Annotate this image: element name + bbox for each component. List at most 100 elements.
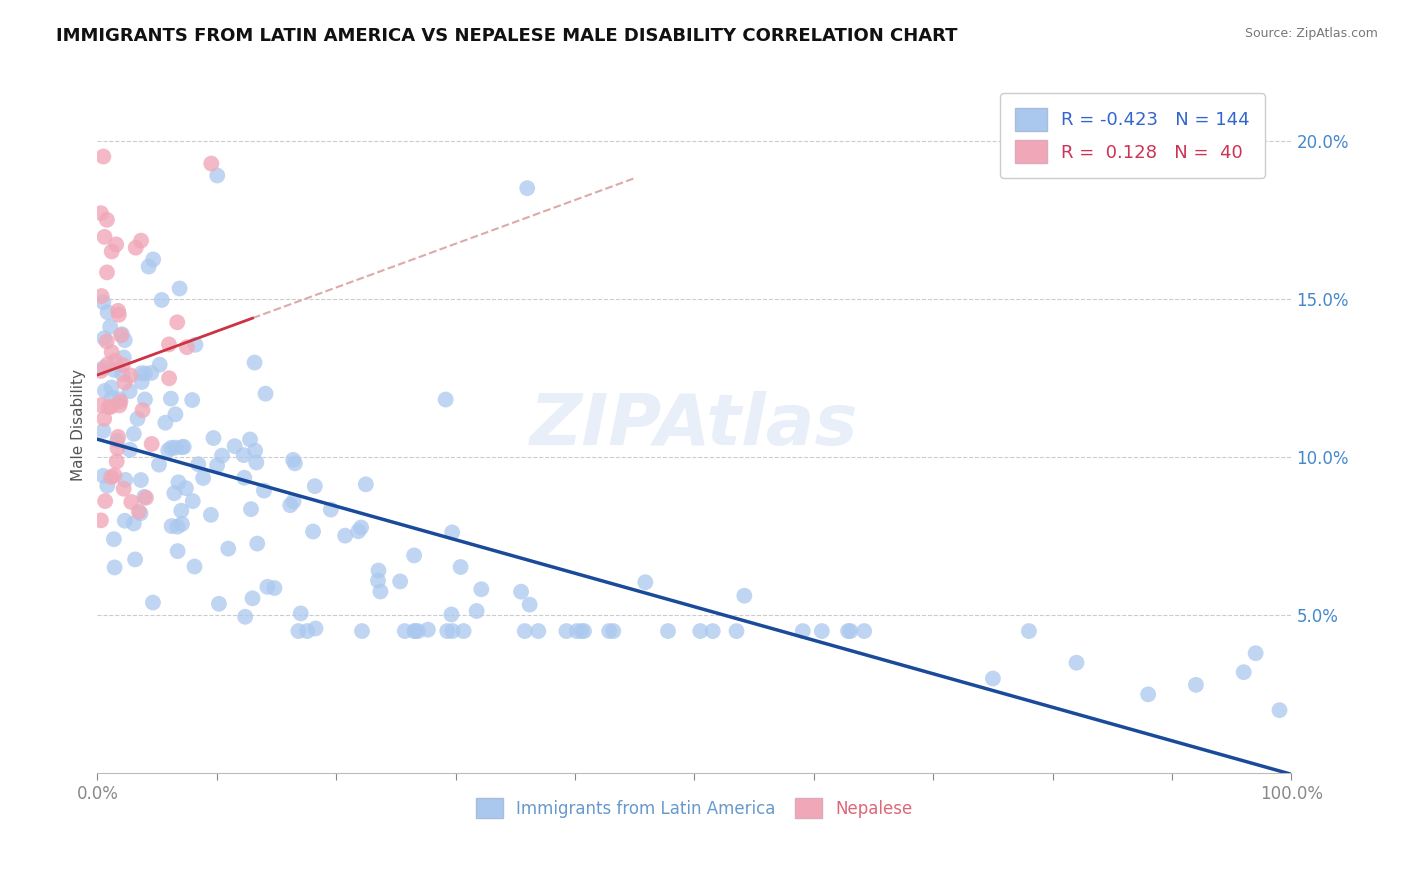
Point [207,169,229,183]
Point [101,391,124,405]
Point [239,433,262,447]
Point [404,624,426,638]
Point [166,544,188,558]
Point [124,552,146,566]
Point [253,483,276,498]
Point [114,333,136,347]
Point [571,624,593,638]
Point [90,206,112,220]
Point [129,507,152,521]
Point [510,584,533,599]
Point [91,295,114,310]
Point [243,443,266,458]
Point [319,502,342,516]
Point [148,458,170,472]
Y-axis label: Male Disability: Male Disability [72,369,86,482]
Point [254,386,277,401]
Point [120,368,142,383]
Point [107,303,129,318]
Point [516,181,538,195]
Point [127,411,149,425]
Point [134,392,156,407]
Point [142,252,165,267]
Point [565,624,588,638]
Point [105,434,128,448]
Point [150,293,173,307]
Legend: Immigrants from Latin America, Nepalese: Immigrants from Latin America, Nepalese [470,792,920,824]
Point [100,380,122,394]
Point [602,624,624,638]
Point [96,265,118,279]
Point [205,458,228,473]
Point [108,308,131,322]
Point [527,624,550,638]
Point [100,244,122,259]
Point [208,597,231,611]
Point [436,624,458,638]
Point [519,598,541,612]
Point [389,574,412,589]
Point [96,479,118,493]
Point [120,495,142,509]
Point [233,471,256,485]
Point [103,468,125,483]
Point [105,237,128,252]
Point [108,398,131,412]
Point [256,580,278,594]
Point [278,498,301,512]
Point [1018,624,1040,638]
Point [110,394,132,409]
Point [160,441,183,455]
Point [243,355,266,369]
Point [129,234,152,248]
Point [572,624,595,638]
Point [103,532,125,546]
Point [90,289,112,303]
Point [91,361,114,376]
Point [173,440,195,454]
Point [96,358,118,372]
Point [1185,678,1208,692]
Point [111,327,134,342]
Point [118,384,141,399]
Point [811,624,834,638]
Point [90,364,112,378]
Point [129,473,152,487]
Point [217,541,239,556]
Point [114,376,136,390]
Point [1233,665,1256,680]
Point [245,455,267,469]
Point [440,607,463,622]
Point [450,560,472,574]
Point [304,479,326,493]
Point [96,212,118,227]
Point [1137,687,1160,701]
Point [157,337,180,351]
Point [263,581,285,595]
Text: IMMIGRANTS FROM LATIN AMERICA VS NEPALESE MALE DISABILITY CORRELATION CHART: IMMIGRANTS FROM LATIN AMERICA VS NEPALES… [56,27,957,45]
Point [416,623,439,637]
Point [149,358,172,372]
Point [134,490,156,504]
Point [290,607,312,621]
Point [191,471,214,485]
Point [165,441,187,455]
Point [853,624,876,638]
Point [128,505,150,519]
Point [141,437,163,451]
Point [135,491,157,505]
Point [111,368,134,382]
Point [114,473,136,487]
Point [93,411,115,425]
Point [167,475,190,490]
Point [131,375,153,389]
Point [98,319,121,334]
Point [224,439,246,453]
Point [94,384,117,398]
Point [176,340,198,354]
Point [513,624,536,638]
Point [122,516,145,531]
Point [394,624,416,638]
Point [183,559,205,574]
Point [470,582,492,597]
